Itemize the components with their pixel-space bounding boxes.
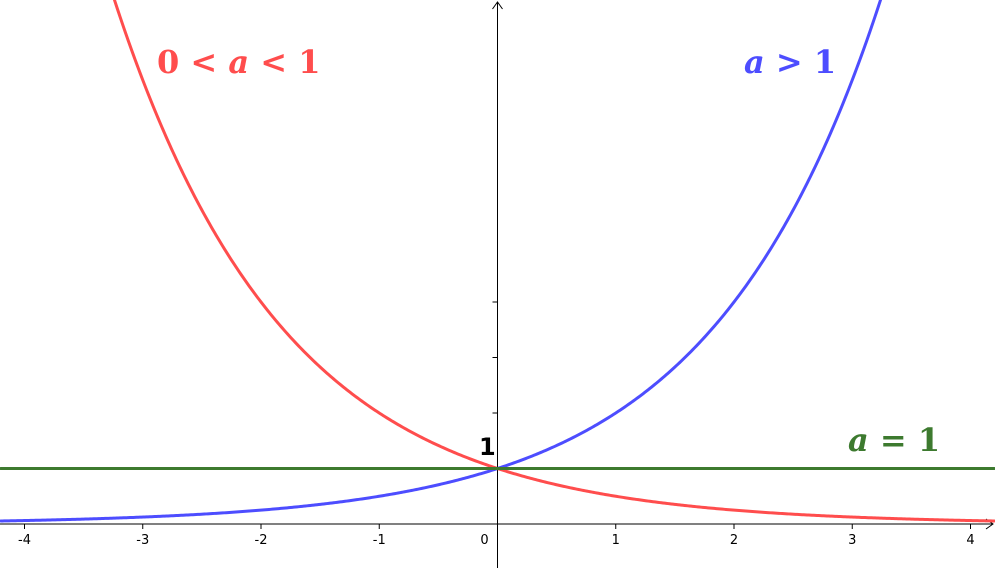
x-tick-label: -3 xyxy=(136,533,149,548)
x-tick-label: -1 xyxy=(373,533,386,548)
x-tick-label: -2 xyxy=(255,533,268,548)
x-tick-label: -4 xyxy=(18,533,31,548)
x-tick-label: 2 xyxy=(730,533,738,548)
y-tick-label-1: 1 xyxy=(479,433,496,461)
x-tick-label: 1 xyxy=(612,533,620,548)
series-label-blue: a > 1 xyxy=(744,43,836,81)
x-tick-label: 3 xyxy=(848,533,856,548)
y-axis-arrow xyxy=(492,1,503,10)
curves xyxy=(0,0,995,523)
x-tick-label: 0 xyxy=(480,533,488,548)
x-tick-label: 4 xyxy=(966,533,974,548)
series-label-green: a = 1 xyxy=(848,421,940,459)
series-label-red: 0 < a < 1 xyxy=(157,43,320,81)
labels: 1 0 < a < 1 a > 1 a = 1 xyxy=(157,43,940,461)
